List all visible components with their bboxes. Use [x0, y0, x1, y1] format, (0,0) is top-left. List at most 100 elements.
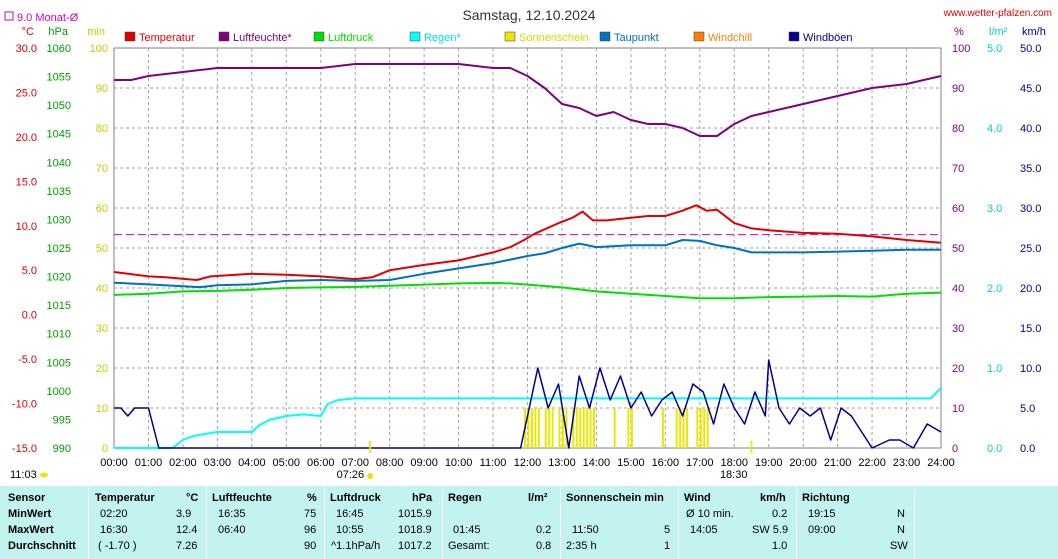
stats-temp-val: 12.4	[176, 524, 198, 536]
stats-press-val: 1018.9	[398, 524, 432, 536]
sunshine-bar	[586, 408, 589, 448]
axis-tick-minutes: 70	[96, 163, 108, 175]
stats-sun-time: 11:50	[572, 524, 599, 536]
axis-tick-minutes: 0	[102, 443, 108, 455]
sunshine-bar	[561, 408, 564, 448]
axis-tick-minutes: 100	[90, 43, 108, 55]
monthly-avg-label: 9.0 Monat-Ø	[17, 12, 79, 24]
stats-header-dir: Richtung	[802, 492, 850, 504]
stats-temp-val: 7.26	[176, 540, 198, 552]
stats-header-hum-unit: %	[307, 492, 317, 504]
axis-tick-humidity: 70	[952, 163, 964, 175]
axis-tick-wind: 30.0	[1020, 203, 1041, 215]
stats-hum-val: 96	[304, 524, 317, 536]
axis-tick-x: 17:00	[686, 457, 714, 469]
axis-tick-pressure: 1030	[47, 214, 71, 226]
stats-temp-val: 3.9	[176, 508, 192, 520]
legend-swatch-chill	[693, 31, 705, 42]
axis-tick-humidity: 40	[952, 283, 964, 295]
stats-header-hum: Luftfeuchte	[212, 492, 272, 504]
stats-dir-val: N	[897, 508, 905, 520]
axis-tick-minutes: 20	[96, 363, 108, 375]
axis-tick-temp: -10.0	[12, 399, 37, 411]
axis-tick-temp: 15.0	[16, 176, 37, 188]
chart-grid	[113, 47, 942, 449]
stats-wind-time: 14:05	[690, 524, 718, 536]
series-line-windben	[114, 359, 942, 449]
axis-tick-pressure: 1010	[47, 329, 71, 341]
stats-header-press-unit: hPa	[412, 492, 433, 504]
stats-rain-time: 01:45	[453, 524, 481, 536]
stats-hum-time: 06:40	[218, 524, 246, 536]
axis-tick-pressure: 1005	[47, 357, 71, 369]
axis-title-pressure: hPa	[48, 26, 68, 38]
axis-tick-wind: 10.0	[1020, 363, 1041, 375]
stats-sun-val: 1	[664, 540, 671, 552]
stats-header-sensor: Sensor	[8, 492, 46, 504]
axis-title-humidity: %	[954, 26, 964, 38]
axis-tick-x: 06:00	[307, 457, 335, 469]
axis-tick-humidity: 100	[952, 43, 970, 55]
legend-swatch-dew	[599, 31, 611, 42]
axis-tick-pressure: 1035	[47, 186, 71, 198]
sunshine-bar	[575, 408, 578, 448]
legend-swatch-press	[313, 31, 325, 42]
day-length-label: 11:03	[10, 469, 37, 481]
axis-title-wind: km/h	[1022, 26, 1046, 38]
axis-tick-temp: 20.0	[16, 132, 37, 144]
stats-header-rain-unit: l/m²	[528, 492, 548, 504]
axis-tick-humidity: 60	[952, 203, 964, 215]
axis-tick-pressure: 995	[53, 414, 71, 426]
axis-tick-x: 09:00	[410, 457, 438, 469]
axis-tick-x: 08:00	[376, 457, 404, 469]
axis-tick-temp: 5.0	[22, 265, 37, 277]
sunshine-bar	[661, 408, 664, 448]
stats-rain-val: 0.2	[536, 524, 552, 536]
axis-tick-x: 22:00	[858, 457, 886, 469]
sunrise-icon	[367, 473, 374, 479]
axis-tick-x: 03:00	[204, 457, 232, 469]
axis-title-rain: l/m²	[989, 26, 1008, 38]
axis-tick-wind: 40.0	[1020, 123, 1041, 135]
legend-label-dew: Taupunkt	[614, 32, 659, 44]
stats-dir-time: 09:00	[808, 524, 836, 536]
axis-tick-x: 19:00	[755, 457, 783, 469]
axis-tick-humidity: 50	[952, 243, 964, 255]
axis-tick-pressure: 1055	[47, 72, 71, 84]
stats-temp-time: 16:30	[100, 524, 128, 536]
chart-labels: Samstag, 12.10.2024 www.wetter-pfalzen.co…	[4, 7, 1052, 481]
axis-tick-x: 11:00	[480, 457, 507, 469]
axis-tick-x: 12:00	[514, 457, 542, 469]
source-label: www.wetter-pfalzen.com	[943, 8, 1052, 19]
legend-swatch-gust	[788, 31, 800, 42]
stats-press-time: 16:45	[336, 508, 364, 520]
stats-dir-val: N	[897, 524, 905, 536]
stats-header-sun: Sonnenschein min	[566, 492, 664, 504]
axis-tick-temp: -15.0	[12, 443, 37, 455]
axis-tick-x: 24:00	[927, 457, 955, 469]
stats-hum-val: 75	[304, 508, 317, 520]
stats-header-wind-unit: km/h	[760, 492, 786, 504]
axis-tick-temp: 0.0	[22, 310, 37, 322]
axis-tick-x: 04:00	[238, 457, 266, 469]
sunshine-bar	[527, 408, 530, 448]
series-line-regen	[114, 387, 942, 449]
sunshine-bar	[706, 408, 709, 448]
stats-press-val: 1015.9	[398, 508, 432, 520]
legend-label-chill: Windchill	[708, 32, 752, 44]
axis-tick-rain: 4.0	[987, 123, 1002, 135]
series-line-taupunkt	[113, 239, 941, 289]
axis-tick-pressure: 1060	[47, 43, 71, 55]
stats-sun-val: 5	[664, 524, 671, 536]
sunshine-bar	[589, 408, 592, 448]
stats-header-wind: Wind	[684, 492, 711, 504]
legend-label-temp: Temperatur	[139, 32, 195, 44]
axis-title-minutes: min	[87, 26, 105, 38]
stats-hum-val: 90	[304, 540, 317, 552]
sunshine-bar	[686, 408, 689, 448]
axis-tick-rain: 1.0	[987, 363, 1002, 375]
stats-header-row: Sensor Temperatur °C Luftfeuchte % Luftd…	[0, 492, 1058, 508]
axis-tick-pressure: 1025	[47, 243, 71, 255]
sunshine-bar	[544, 408, 547, 448]
sunshine-bar	[530, 408, 533, 448]
